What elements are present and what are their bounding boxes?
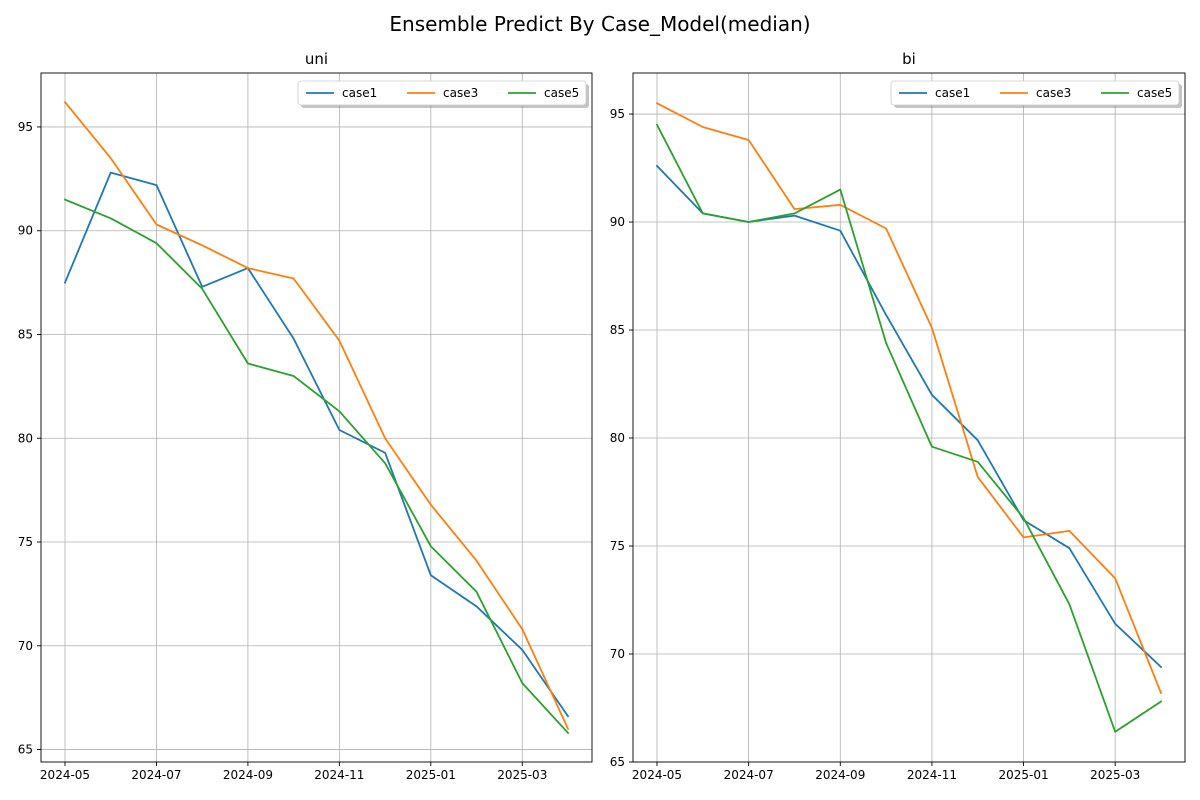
x-tick-label: 2024-09 bbox=[223, 768, 273, 782]
y-tick-label: 85 bbox=[610, 323, 625, 337]
x-tick-label: 2025-01 bbox=[406, 768, 456, 782]
series-line-case3 bbox=[63, 100, 570, 730]
legend-label-case5: case5 bbox=[544, 86, 579, 100]
axes-frame bbox=[632, 72, 1186, 763]
y-tick-label: 80 bbox=[610, 431, 625, 445]
legend-label-case3: case3 bbox=[443, 86, 478, 100]
x-tick-label: 2025-03 bbox=[1090, 768, 1140, 782]
series-line-case3 bbox=[655, 101, 1163, 695]
y-tick-label: 80 bbox=[18, 431, 33, 445]
y-tick-label: 85 bbox=[18, 327, 33, 341]
y-tick-label: 70 bbox=[18, 639, 33, 653]
y-tick-label: 70 bbox=[610, 647, 625, 661]
panel-title: bi bbox=[902, 50, 916, 68]
x-tick-label: 2024-09 bbox=[815, 768, 865, 782]
legend-label-case1: case1 bbox=[342, 86, 377, 100]
series-line-case1 bbox=[655, 164, 1163, 669]
legend-label-case3: case3 bbox=[1036, 86, 1071, 100]
legend-label-case5: case5 bbox=[1137, 86, 1172, 100]
x-tick-label: 2024-05 bbox=[632, 768, 682, 782]
x-tick-label: 2024-07 bbox=[131, 768, 181, 782]
x-tick-label: 2024-11 bbox=[314, 768, 364, 782]
legend-box bbox=[297, 80, 587, 106]
legend-box bbox=[890, 80, 1180, 106]
y-tick-label: 95 bbox=[18, 120, 33, 134]
chart-panel: 2024-05 2024-07 2024-09 2024-11 2025-01 2025-… bbox=[610, 50, 1186, 782]
x-tick-label: 2024-07 bbox=[724, 768, 774, 782]
legend-label-case1: case1 bbox=[935, 86, 970, 100]
series-line-case1 bbox=[63, 171, 570, 718]
x-tick-label: 2024-11 bbox=[907, 768, 957, 782]
chart-panel: 2024-05 2024-07 2024-09 2024-11 2025-01 2025-… bbox=[18, 50, 593, 782]
x-tick-label: 2024-05 bbox=[40, 768, 90, 782]
y-tick-label: 65 bbox=[610, 755, 625, 769]
figure-suptitle: Ensemble Predict By Case_Model(median) bbox=[389, 12, 811, 36]
y-tick-label: 90 bbox=[18, 224, 33, 238]
y-tick-label: 65 bbox=[18, 743, 33, 757]
y-tick-label: 95 bbox=[610, 107, 625, 121]
axes-frame bbox=[40, 72, 593, 763]
x-tick-label: 2025-03 bbox=[497, 768, 547, 782]
y-tick-label: 90 bbox=[610, 215, 625, 229]
y-tick-label: 75 bbox=[18, 535, 33, 549]
series-line-case5 bbox=[63, 198, 570, 735]
y-tick-label: 75 bbox=[610, 539, 625, 553]
x-tick-label: 2025-01 bbox=[998, 768, 1048, 782]
series-line-case5 bbox=[655, 123, 1163, 733]
panel-title: uni bbox=[305, 50, 328, 68]
